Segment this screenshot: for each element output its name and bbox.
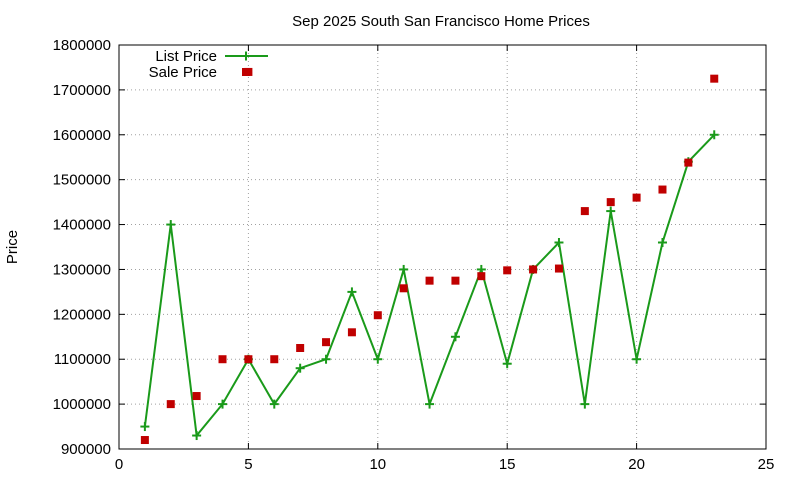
y-tick-label: 1600000	[53, 127, 111, 144]
x-tick-label: 20	[628, 456, 645, 473]
sale-price-point	[400, 284, 408, 292]
y-tick-label: 1100000	[54, 351, 111, 368]
list-price-point	[373, 355, 382, 364]
sale-price-point	[348, 328, 356, 336]
sale-price-point	[581, 207, 589, 215]
x-tick-label: 0	[115, 456, 123, 473]
list-price-point	[632, 355, 641, 364]
y-tick-label: 1200000	[53, 306, 111, 323]
sale-price-point	[374, 311, 382, 319]
plot-frame	[119, 45, 766, 449]
legend-marker-sale-price	[242, 68, 250, 76]
sale-price-point	[193, 392, 201, 400]
list-price-point	[503, 359, 512, 368]
y-tick-label: 1500000	[53, 172, 111, 189]
x-tick-label: 10	[369, 456, 386, 473]
series-layer	[140, 68, 718, 444]
legend-label-list-price: List Price	[155, 48, 217, 65]
y-tick-label: 1400000	[53, 217, 111, 234]
grid	[119, 45, 766, 449]
sale-price-point	[633, 194, 641, 202]
sale-price-point	[244, 355, 252, 363]
list-price-point	[606, 207, 615, 216]
sale-price-point	[296, 344, 304, 352]
axis-ticks: 0 5 10 15 20 25 900000 1000000 1100000 1200000 130…	[53, 37, 775, 473]
sale-price-point	[684, 159, 692, 167]
list-price-point	[140, 422, 149, 431]
list-price-point	[658, 238, 667, 247]
list-price-point	[580, 400, 589, 409]
x-tick-label: 15	[499, 456, 516, 473]
chart-title: Sep 2025 South San Francisco Home Prices	[292, 13, 590, 30]
list-price-point	[425, 400, 434, 409]
sale-price-point	[426, 277, 434, 285]
sale-price-point	[167, 400, 175, 408]
list-price-line	[145, 135, 714, 436]
x-tick-label: 5	[244, 456, 252, 473]
sale-price-point	[710, 75, 718, 83]
sale-price-point	[322, 338, 330, 346]
x-tick-label: 25	[758, 456, 775, 473]
list-price-point	[451, 332, 460, 341]
y-tick-label: 1700000	[53, 82, 111, 99]
sale-price-point	[477, 272, 485, 280]
legend-label-sale-price: Sale Price	[149, 64, 217, 81]
list-price-point	[347, 287, 356, 296]
sale-price-point	[451, 277, 459, 285]
sale-price-point	[555, 265, 563, 273]
sale-price-point	[270, 355, 278, 363]
y-axis-label: Price	[4, 230, 21, 264]
sale-price-point	[658, 186, 666, 194]
sale-price-point	[607, 198, 615, 206]
list-price-point	[322, 355, 331, 364]
sale-price-point	[503, 266, 511, 274]
sale-price-point	[219, 355, 227, 363]
sale-price-point	[141, 436, 149, 444]
y-tick-label: 1800000	[53, 37, 111, 54]
list-price-point	[399, 265, 408, 274]
y-tick-label: 900000	[61, 441, 111, 458]
legend-marker-list-price	[242, 52, 251, 61]
list-price-point	[166, 220, 175, 229]
y-tick-label: 1300000	[53, 261, 111, 278]
y-tick-label: 1000000	[53, 396, 111, 413]
sale-price-point	[529, 265, 537, 273]
